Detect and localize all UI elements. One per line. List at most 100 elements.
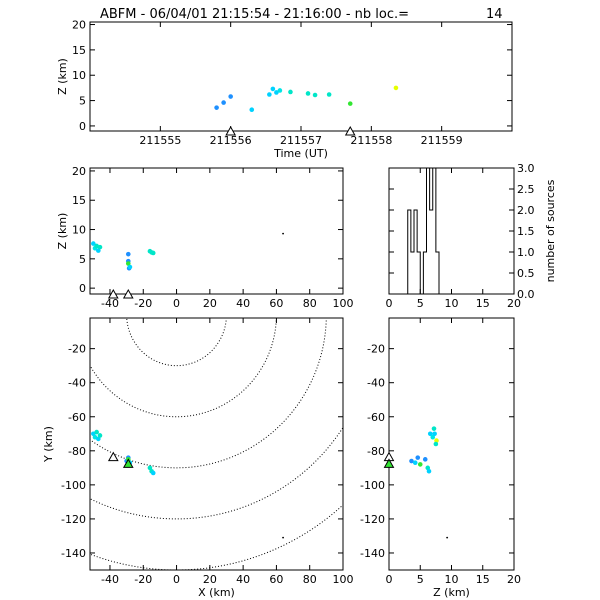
x-tick-label: 0 <box>386 573 393 586</box>
source-point <box>326 92 332 97</box>
y-tick-label: 1.5 <box>517 225 535 238</box>
y-tick-label: 10 <box>72 224 86 237</box>
y-tick-label: 20 <box>72 165 86 178</box>
source-point <box>96 436 101 442</box>
plot-frame <box>89 167 344 295</box>
y-tick-label: -120 <box>61 513 86 526</box>
x-tick-label: 15 <box>476 297 490 310</box>
station-marker <box>122 458 134 468</box>
y-tick-label: 0 <box>79 282 86 295</box>
time-altitude-panel: 2115552115562115572115582115592116000510… <box>56 19 513 160</box>
source-point <box>147 465 153 471</box>
x-tick-label: 0 <box>173 573 180 586</box>
x-tick-label: 60 <box>269 573 283 586</box>
source-point <box>91 241 96 246</box>
source-point <box>433 441 439 447</box>
marks <box>91 232 284 271</box>
source-point <box>277 88 283 93</box>
y-tick-label: 0.0 <box>517 288 535 301</box>
source-point <box>446 536 449 539</box>
source-point <box>97 433 103 438</box>
source-point <box>94 429 99 435</box>
x-tick-label: 20 <box>203 297 217 310</box>
marks <box>214 85 399 113</box>
plan-view-panel: -40 -20 0 20 40 60 80 100 -140 -120 -100 -80 -60 -40 -… <box>42 317 354 599</box>
y-tick-label: 5 <box>79 95 86 108</box>
y-tick-label: -60 <box>367 411 385 424</box>
station-marker <box>107 451 119 462</box>
x-tick-label: 5 <box>417 297 424 310</box>
source-point <box>282 536 284 539</box>
source-point <box>347 101 353 106</box>
source-point <box>270 86 276 92</box>
x-tick-label: 211555 <box>139 134 181 147</box>
x-tick-label: 10 <box>445 297 459 310</box>
y-tick-label: -100 <box>360 479 385 492</box>
y-tick-label: 3.0 <box>517 162 535 175</box>
x-tick-label: 211556 <box>210 134 252 147</box>
source-point <box>282 232 284 235</box>
station-marker <box>344 125 356 136</box>
y-tick-label: -120 <box>360 513 385 526</box>
y-tick-label: 1.0 <box>517 246 535 259</box>
source-point <box>412 460 418 466</box>
x-tick-label: 20 <box>507 573 521 586</box>
source-point <box>417 462 423 467</box>
x-tick-label: 40 <box>236 573 250 586</box>
y-axis-label: Z (km) <box>56 58 69 95</box>
x-tick-label: -40 <box>101 297 119 310</box>
source-point <box>127 264 133 270</box>
figure-title: ABFM - 06/04/01 21:15:54 - 21:16:00 - nb… <box>100 7 409 22</box>
x-tick-label: 211558 <box>350 134 392 147</box>
x-tick-label: -40 <box>101 573 119 586</box>
y-tick-label: 15 <box>72 194 86 207</box>
source-point <box>430 434 436 440</box>
x-tick-label: 10 <box>445 573 459 586</box>
x-axis-label: X (km) <box>198 586 235 599</box>
source-point <box>221 100 226 105</box>
x-tick-label: 20 <box>203 573 217 586</box>
station-marker <box>383 458 395 468</box>
y-tick-label: 10 <box>72 69 86 82</box>
source-point <box>431 426 437 431</box>
x-altitude-panel: -40 -20 0 20 40 60 80 100 0 5 10 15 20 Z (km) <box>56 165 354 310</box>
altitude-histogram-panel: 0 5 10 15 200.0 0.5 1.0 1.5 2.0 2.5 3.0 number of s… <box>386 162 558 310</box>
y-tick-label: 2.0 <box>517 204 535 217</box>
source-point <box>150 470 156 476</box>
y-tick-label: -40 <box>68 377 86 390</box>
location-count: 14 <box>486 7 503 22</box>
x-tick-label: 15 <box>476 573 490 586</box>
y-tick-label: 20 <box>72 19 86 32</box>
x-tick-label: 100 <box>333 573 354 586</box>
station-marker <box>107 288 119 299</box>
source-point <box>274 90 279 95</box>
marks <box>409 426 449 539</box>
source-point <box>125 251 131 257</box>
source-point <box>228 94 233 99</box>
station-marker <box>122 288 134 299</box>
source-point <box>214 105 219 110</box>
y-axis-label: number of sources <box>544 179 557 282</box>
x-axis-label: Time (UT) <box>273 147 328 160</box>
source-point <box>267 92 272 97</box>
source-point <box>426 468 432 474</box>
station-marker <box>225 125 237 136</box>
source-point <box>97 244 103 250</box>
y-tick-label: -20 <box>367 343 385 356</box>
x-tick-label: 5 <box>417 573 424 586</box>
y-tick-label: -20 <box>68 343 86 356</box>
source-point <box>422 457 428 462</box>
y-tick-label: 2.5 <box>517 183 535 196</box>
x-tick-label: -20 <box>134 573 152 586</box>
x-tick-label: 211559 <box>421 134 463 147</box>
x-tick-label: 60 <box>269 297 283 310</box>
histogram-step-line <box>389 167 514 295</box>
x-tick-label: 20 <box>507 297 521 310</box>
x-tick-label: 80 <box>303 297 317 310</box>
x-tick-label: 80 <box>303 573 317 586</box>
source-point <box>415 455 421 460</box>
y-tick-label: 5 <box>79 253 86 266</box>
y-axis-label: Y (km) <box>42 426 55 463</box>
y-tick-label: 0.5 <box>517 267 535 280</box>
